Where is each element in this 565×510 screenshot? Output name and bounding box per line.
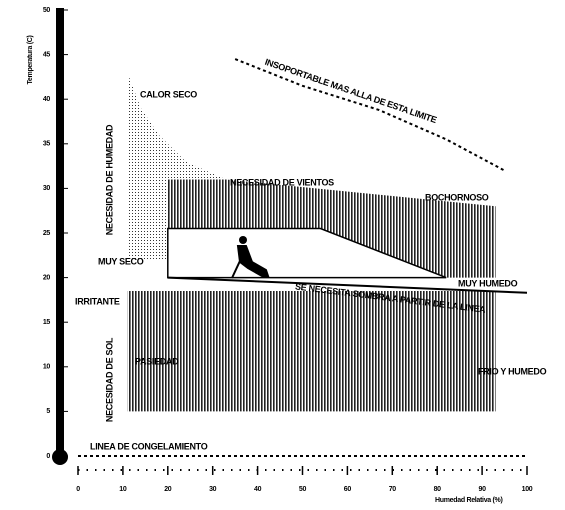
y-tick-label: 35 xyxy=(43,141,51,148)
x-tick-label: 50 xyxy=(299,486,307,493)
x-tick-label: 90 xyxy=(479,486,487,493)
x-tick-label: 30 xyxy=(209,486,217,493)
y-axis-label: Temperatura (C) xyxy=(27,35,34,84)
x-tick-label: 100 xyxy=(522,486,533,493)
thermometer-stem xyxy=(56,8,64,454)
y-tick-label: 10 xyxy=(43,364,51,371)
y-tick-label: 40 xyxy=(43,96,51,103)
y-tick-label: 15 xyxy=(43,319,51,326)
x-tick-label: 10 xyxy=(119,486,127,493)
annotation: LINEA DE CONGELAMIENTO xyxy=(90,441,208,451)
x-tick-label: 80 xyxy=(434,486,442,493)
y-tick-label: 50 xyxy=(43,7,51,14)
y-tick-label: 0 xyxy=(46,453,50,460)
x-tick-label: 60 xyxy=(344,486,352,493)
x-tick-label: 20 xyxy=(164,486,172,493)
annotation: NECESIDAD DE SOL xyxy=(104,337,114,422)
annotation: NECESIDAD DE HUMEDAD xyxy=(104,124,114,235)
annotation: NECESIDAD DE VIENTOS xyxy=(230,177,334,187)
y-tick-label: 25 xyxy=(43,230,51,237)
x-tick-label: 40 xyxy=(254,486,262,493)
annotation: MUY HUMEDO xyxy=(458,278,518,288)
y-tick-label: 5 xyxy=(46,408,50,415)
annotation: MUY SECO xyxy=(98,256,144,266)
x-tick-label: 70 xyxy=(389,486,397,493)
y-tick-label: 20 xyxy=(43,274,51,281)
thermometer-bulb xyxy=(52,449,68,465)
chart: Temperatura (C) Humedad Relativa (%) 0 5 1… xyxy=(0,0,565,510)
y-tick-label: 30 xyxy=(43,185,51,192)
annotation: PASIEDAD xyxy=(135,356,179,366)
annotation: INSOPORTABLE MAS ALLA DE ESTA LIMITE xyxy=(264,57,439,125)
x-axis-label: Humedad Relativa (%) xyxy=(435,497,503,504)
annotation: FRIO Y HUMEDO xyxy=(478,366,547,376)
y-tick-label: 45 xyxy=(43,51,51,58)
annotation: CALOR SECO xyxy=(140,89,197,99)
annotation: IRRITANTE xyxy=(75,296,120,306)
annotation: BOCHORNOSO xyxy=(425,192,489,202)
boundary-line xyxy=(235,59,504,171)
x-tick-label: 0 xyxy=(76,486,80,493)
